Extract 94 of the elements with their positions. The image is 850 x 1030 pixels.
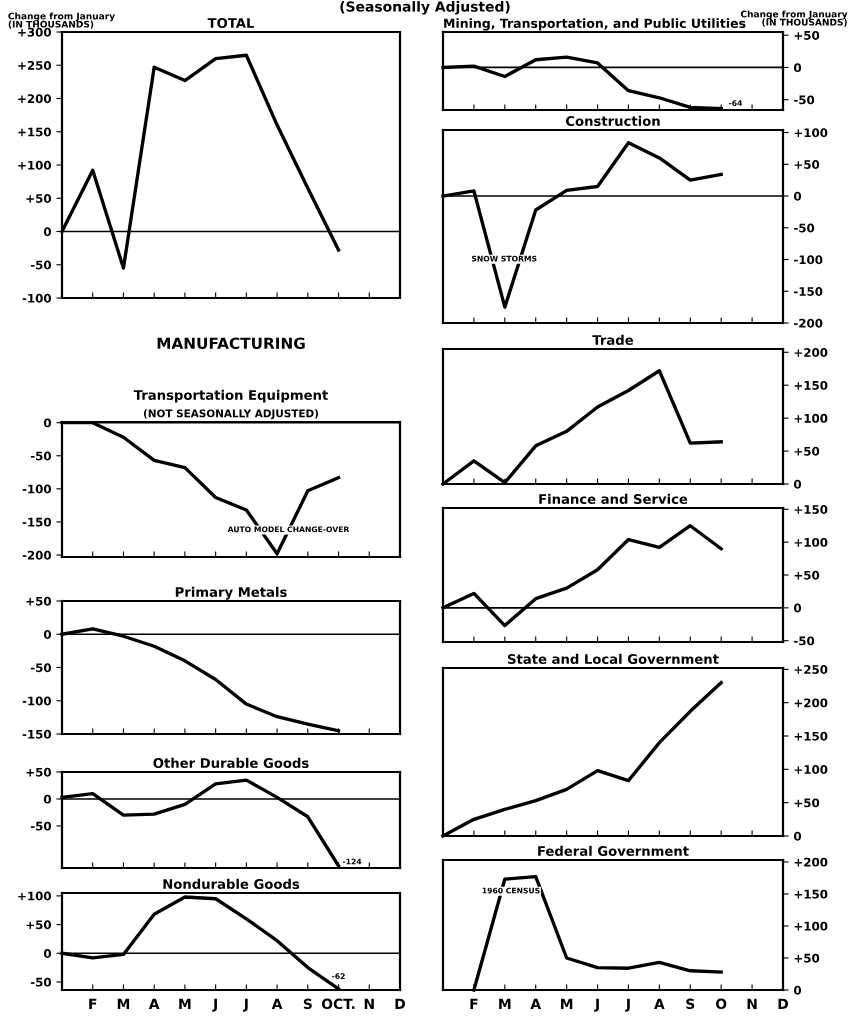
y-tick-label: +50 <box>26 767 52 777</box>
x-tick-label: D <box>395 998 406 1009</box>
y-axis-title: Change from January (IN THOUSANDS) <box>8 12 115 29</box>
y2-tick-label: +50 <box>794 30 820 40</box>
x-tick-label: M <box>117 998 130 1009</box>
y2-tick-label: 0 <box>793 63 802 73</box>
chart-title: Trade <box>592 334 634 346</box>
y-tick-label: +200 <box>18 94 52 104</box>
y2-tick-label: 0 <box>793 603 802 613</box>
x-tick-label: F <box>470 998 478 1009</box>
y2-tick-label: -200 <box>794 318 823 328</box>
y-tick-label: -50 <box>30 260 52 270</box>
x-tick-label: A <box>530 998 542 1009</box>
y-tick-label: +50 <box>26 596 52 606</box>
y2-tick-label: +250 <box>794 665 828 674</box>
y2-tick-label: +200 <box>794 348 828 357</box>
y-tick-label: 0 <box>43 794 52 804</box>
y2-tick-label: +100 <box>794 128 828 138</box>
y2-tick-label: -50 <box>794 636 815 646</box>
x-tick-label: J <box>594 998 599 1012</box>
chart-title: State and Local Government <box>507 653 719 665</box>
y2-tick-label: +100 <box>794 537 828 547</box>
y-tick-label: -100 <box>22 696 52 706</box>
y-tick-label: -200 <box>22 550 52 560</box>
x-tick-label: A <box>148 998 160 1009</box>
y-tick-label: -50 <box>30 821 52 831</box>
y-tick-label: +150 <box>18 127 52 137</box>
x-tick-label: M <box>499 998 511 1009</box>
y-tick-label: -150 <box>22 517 52 527</box>
text: MANUFACTURING <box>157 337 305 350</box>
y2-tick-label: +100 <box>794 921 828 931</box>
chart-title: TOTAL <box>207 18 255 29</box>
y2-tick-label: +150 <box>794 731 828 741</box>
y2-tick-label: 0 <box>793 191 802 201</box>
y-tick-label: -100 <box>22 484 52 494</box>
chart-title: Mining, Transportation, and Public Utilities <box>444 18 746 31</box>
y2-tick-label: -150 <box>794 286 823 296</box>
y2-tick-label: +100 <box>794 413 828 423</box>
y2-tick-label: -100 <box>794 255 823 265</box>
chart-title: Transportation Equipment <box>133 389 328 403</box>
y2-tick-label: +50 <box>794 446 820 456</box>
y-tick-label: +300 <box>18 27 52 37</box>
x-tick-label: J <box>212 998 217 1012</box>
text: (Seasonally Adjusted) <box>340 1 510 15</box>
chart-subtitle: (NOT SEASONALLY ADJUSTED) <box>143 409 319 420</box>
chart-title: Federal Government <box>538 845 689 857</box>
y-tick-label: -50 <box>30 663 52 673</box>
y-tick-label: +50 <box>26 920 52 930</box>
y2-tick-label: +200 <box>794 857 828 867</box>
x-tick-label: N <box>747 998 757 1009</box>
chart-title: Construction <box>566 115 660 127</box>
x-tick-label: S <box>686 998 695 1010</box>
x-tick-label: N <box>364 998 374 1009</box>
y2-tick-label: 0 <box>793 479 802 489</box>
y2-tick-label: +50 <box>794 798 820 808</box>
y-tick-label: 0 <box>43 227 52 237</box>
y-tick-label: 0 <box>43 629 52 639</box>
y-tick-label: 0 <box>43 948 52 958</box>
x-tick-label: J <box>625 998 630 1012</box>
x-tick-label: OCT. <box>321 998 355 1010</box>
y-tick-label: +250 <box>18 60 52 70</box>
x-tick-label: O <box>715 998 727 1010</box>
x-tick-label: F <box>89 998 97 1009</box>
y2-tick-label: 0 <box>793 831 802 841</box>
y2-tick-label: +150 <box>794 380 828 390</box>
y2-tick-label: +50 <box>794 570 820 580</box>
y-tick-label: -150 <box>22 729 52 739</box>
y-tick-label: -50 <box>30 977 52 987</box>
y-tick-label: +100 <box>18 160 52 170</box>
chart-title: Other Durable Goods <box>153 757 309 769</box>
x-tick-label: J <box>243 998 248 1012</box>
y-tick-label: -100 <box>22 293 52 303</box>
x-tick-label: A <box>654 998 665 1009</box>
y-tick-label: -50 <box>30 451 52 461</box>
chart-title: Nondurable Goods <box>163 878 300 890</box>
y-tick-label: +50 <box>26 193 52 203</box>
y-tick-label: 0 <box>43 418 52 428</box>
y2-tick-label: +200 <box>794 698 828 708</box>
y2-tick-label: +50 <box>794 953 820 963</box>
y-tick-label: +100 <box>18 891 52 901</box>
y2-tick-label: +150 <box>794 889 828 899</box>
y2-tick-label: +50 <box>794 160 820 169</box>
x-tick-label: M <box>179 998 191 1009</box>
y2-tick-label: 0 <box>793 985 802 995</box>
chart-title: Primary Metals <box>175 586 287 600</box>
chart-title: Finance and Service <box>539 493 688 505</box>
y2-tick-label: -50 <box>794 95 815 105</box>
x-tick-label: D <box>778 998 789 1009</box>
y2-tick-label: -50 <box>794 223 815 233</box>
y2-tick-label: +100 <box>794 765 828 774</box>
x-tick-label: A <box>271 998 283 1009</box>
x-tick-label: S <box>303 998 312 1010</box>
y2-tick-label: +150 <box>794 505 828 514</box>
x-tick-label: M <box>561 998 573 1009</box>
